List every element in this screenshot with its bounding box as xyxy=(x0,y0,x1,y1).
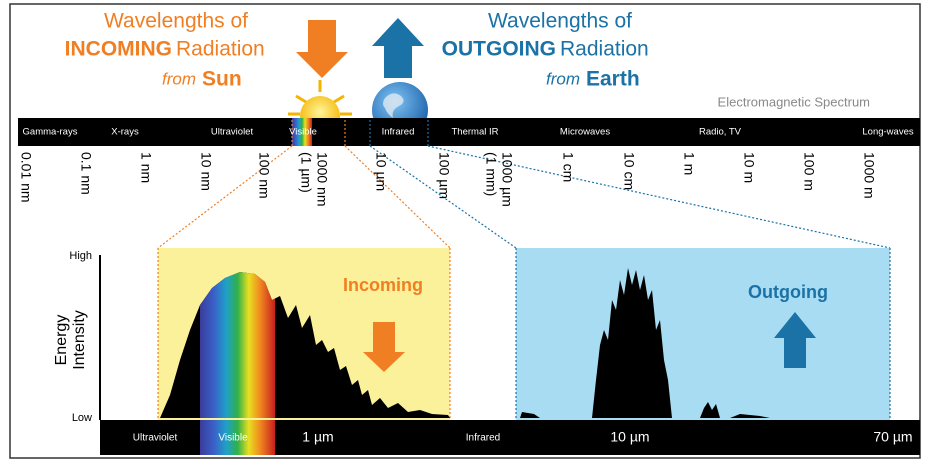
incoming-header-rest: Radiation xyxy=(176,38,265,61)
scale-label: (1 µm) xyxy=(298,152,314,193)
scale-label: 1000 nm xyxy=(314,152,330,206)
incoming-header-from: from xyxy=(162,69,196,88)
outgoing-label: Outgoing xyxy=(748,282,828,302)
band-label: Infrared xyxy=(382,127,415,138)
scale-label: 100 nm xyxy=(256,152,272,199)
y-axis-label: Energy xyxy=(53,315,70,366)
y-axis-label: Intensity xyxy=(71,310,88,370)
scale-label: 10 nm xyxy=(198,152,214,191)
scale-label: 1 m xyxy=(681,152,697,175)
up-arrow xyxy=(372,18,424,78)
detail-bar-label: 70 µm xyxy=(873,429,912,445)
band-label: Long-waves xyxy=(862,127,913,138)
band-label: Gamma-rays xyxy=(23,127,78,138)
incoming-header-source: Sun xyxy=(202,68,242,91)
scale-label: 1000 m xyxy=(861,152,877,199)
band-label: X-rays xyxy=(111,127,139,138)
scale-label: 10 µm xyxy=(373,152,389,191)
scale-label: 1000 µm xyxy=(499,152,515,207)
band-label: Microwaves xyxy=(560,127,610,138)
incoming-label: Incoming xyxy=(343,275,423,295)
incoming-header-line1: Wavelengths of xyxy=(104,10,248,33)
scale-label: 100 m xyxy=(801,152,817,191)
spectrum-bar xyxy=(18,118,920,146)
outgoing-header-from: from xyxy=(546,69,580,88)
band-label: Radio, TV xyxy=(699,127,742,138)
outgoing-curve xyxy=(520,268,770,418)
detail-bar-label: 1 µm xyxy=(302,429,333,445)
outgoing-header-keyword: OUTGOING xyxy=(442,38,556,61)
detail-visible-band xyxy=(200,420,275,455)
down-arrow xyxy=(296,20,348,78)
outgoing-header-line1: Wavelengths of xyxy=(488,10,632,33)
outgoing-arrow xyxy=(774,312,816,368)
detail-bar-label: Visible xyxy=(218,433,248,444)
guides xyxy=(157,120,891,249)
outgoing-header-source: Earth xyxy=(586,68,640,91)
scale-label: (1 mm) xyxy=(483,152,499,196)
incoming-curve xyxy=(160,272,450,418)
band-label: Thermal IR xyxy=(452,127,499,138)
visible-band xyxy=(292,118,312,146)
detail-bar-label: 10 µm xyxy=(610,429,649,445)
incoming-header-keyword: INCOMING xyxy=(65,38,172,61)
scale-label: 10 m xyxy=(741,152,757,183)
band-label: Ultraviolet xyxy=(211,127,254,138)
spectrum-title: Electromagnetic Spectrum xyxy=(718,94,870,109)
outgoing-header-rest: Radiation xyxy=(560,38,649,61)
band-label: Visible xyxy=(289,127,317,138)
y-high: High xyxy=(69,250,92,262)
scale-label: 1 nm xyxy=(138,152,154,183)
scale-label: 0.01 nm xyxy=(18,152,34,203)
scale-label: 1 cm xyxy=(560,152,576,182)
scale-label: 100 µm xyxy=(436,152,452,199)
detail-bar-label: Ultraviolet xyxy=(133,433,178,444)
scale-label: 10 cm xyxy=(621,152,637,190)
outgoing-panel xyxy=(516,248,890,420)
scale-label: 0.1 nm xyxy=(78,152,94,195)
detail-bar-label: Infrared xyxy=(466,433,500,444)
y-low: Low xyxy=(72,412,92,424)
incoming-arrow xyxy=(363,322,405,372)
